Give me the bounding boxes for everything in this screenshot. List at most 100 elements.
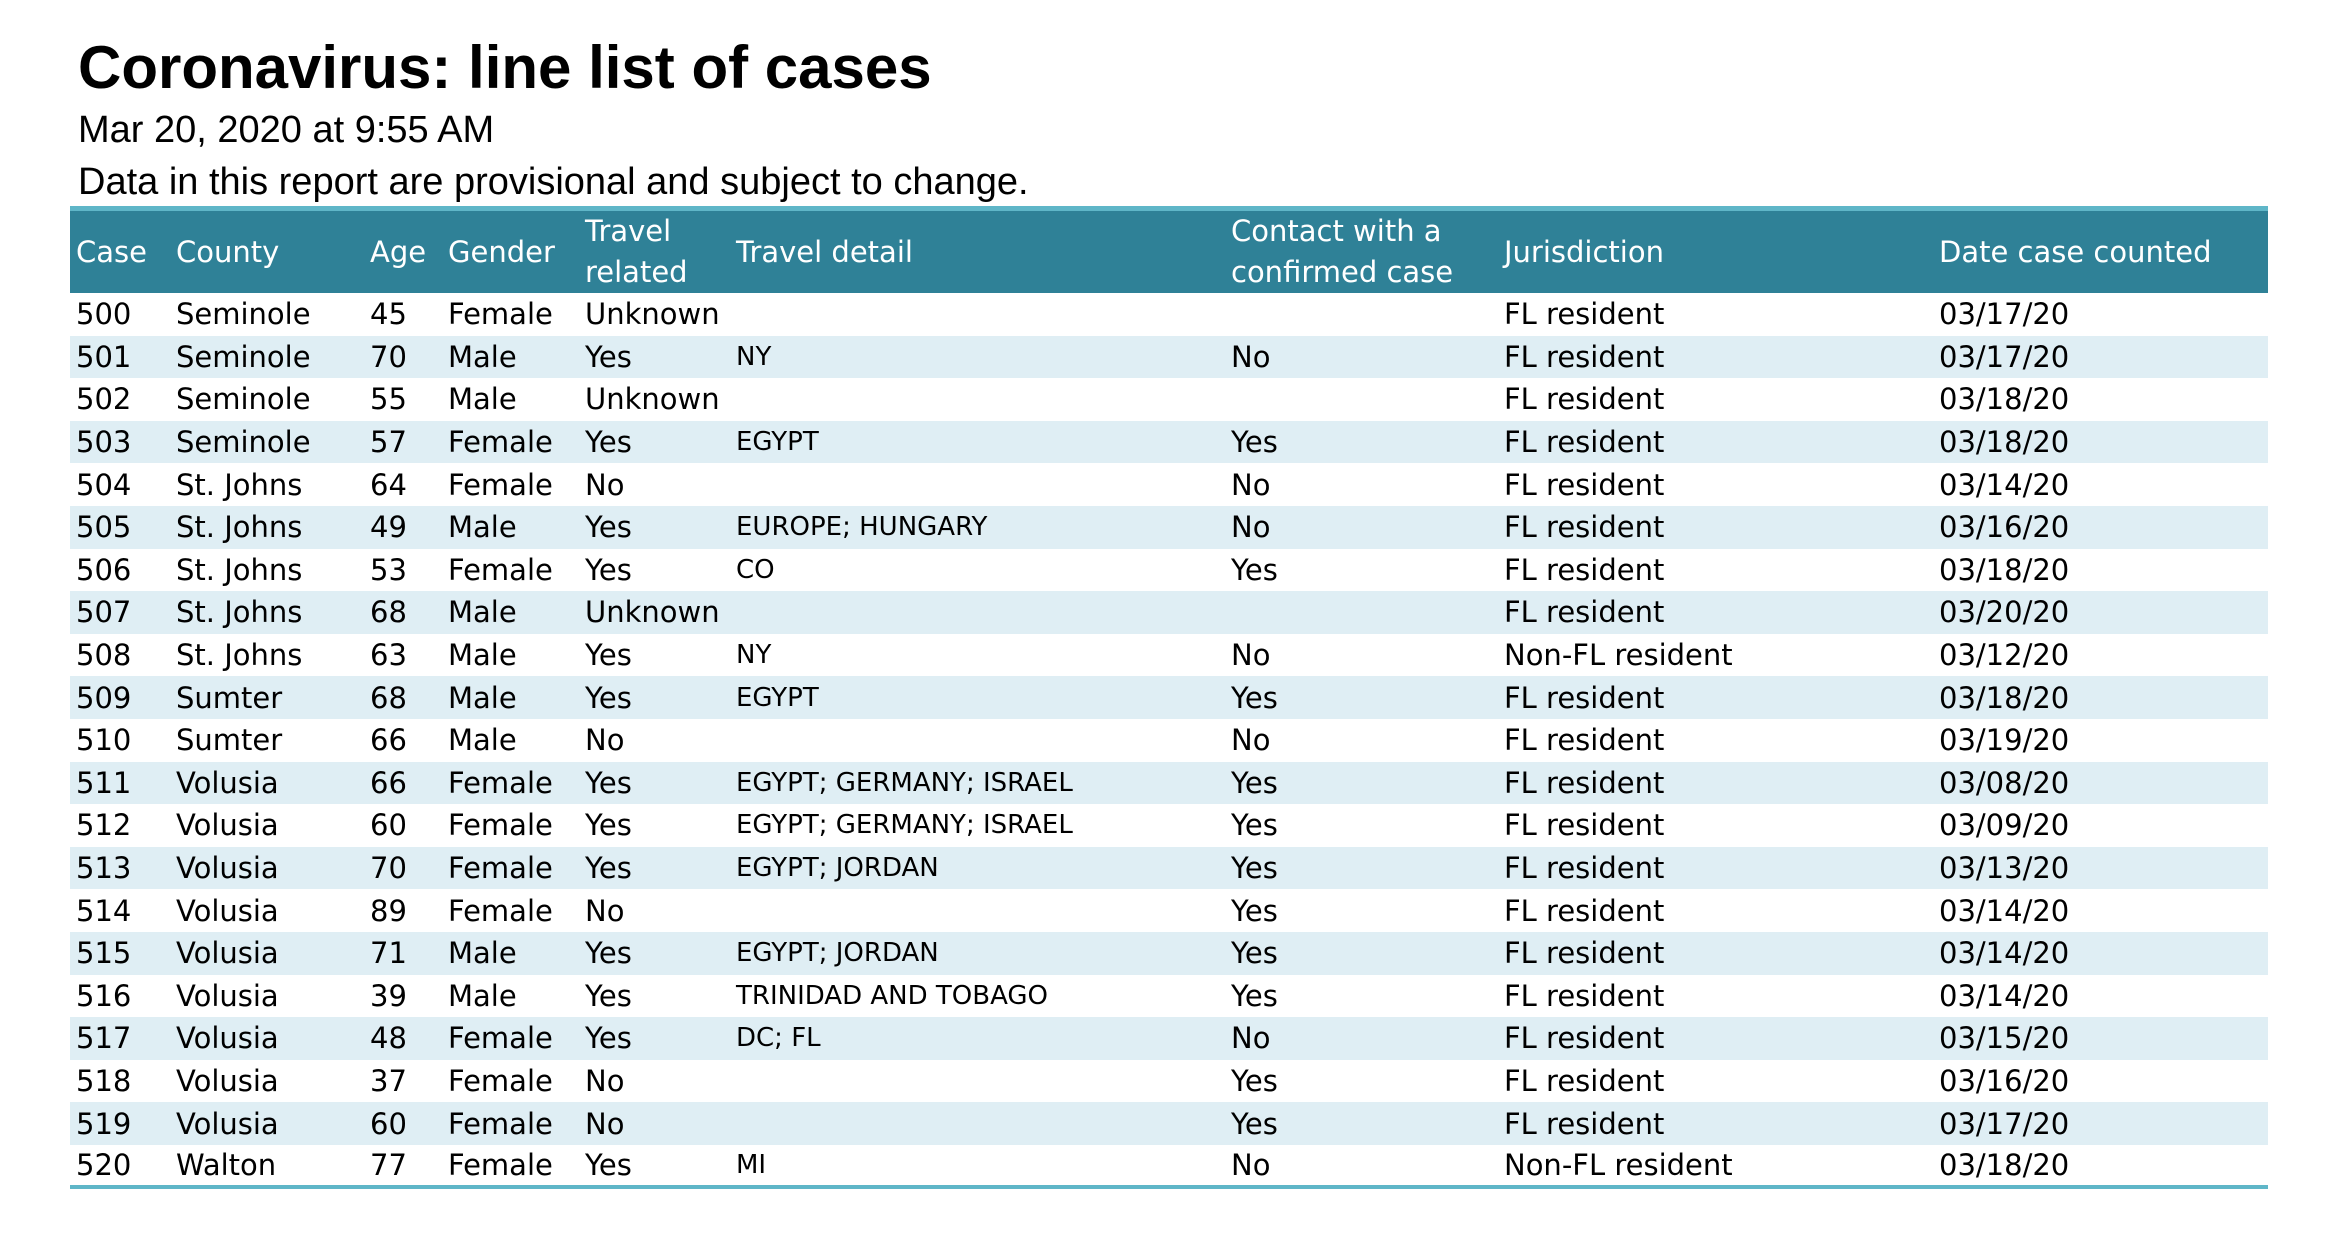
cell-jurisdiction: FL resident bbox=[1504, 680, 1665, 715]
cell-jurisdiction: FL resident bbox=[1504, 467, 1665, 502]
cell-case: 507 bbox=[76, 595, 132, 630]
cell-county: Seminole bbox=[176, 339, 311, 374]
cell-gender: Female bbox=[448, 851, 553, 886]
cell-travel-related: Unknown bbox=[585, 297, 720, 332]
cell-date-counted: 03/14/20 bbox=[1939, 893, 2070, 928]
cell-county: Volusia bbox=[176, 1021, 279, 1056]
cell-case: 506 bbox=[76, 552, 132, 587]
cell-county: St. Johns bbox=[176, 467, 303, 502]
cell-travel-detail: NY bbox=[736, 341, 772, 372]
header-travel-related-line2: related bbox=[585, 255, 688, 289]
cell-travel-related: Yes bbox=[585, 638, 632, 673]
cell-gender: Male bbox=[448, 978, 517, 1013]
cell-contact: No bbox=[1231, 723, 1271, 758]
header-date-counted: Date case counted bbox=[1939, 234, 2212, 269]
cell-travel-related: No bbox=[585, 723, 625, 758]
table-row: 519 Volusia 60 Female No Yes FL resident 03/17/… bbox=[70, 1102, 2268, 1145]
header-contact-line2: confirmed case bbox=[1231, 255, 1454, 289]
cell-contact: Yes bbox=[1231, 851, 1278, 886]
cell-travel-detail bbox=[730, 378, 1225, 421]
cell-gender: Female bbox=[448, 552, 553, 587]
cell-contact: No bbox=[1225, 1144, 1498, 1190]
cell-travel-related: Yes bbox=[585, 851, 632, 886]
cell-age: 53 bbox=[370, 552, 407, 587]
cell-travel-related: Yes bbox=[585, 765, 632, 800]
cell-date-counted: 03/20/20 bbox=[1939, 595, 2070, 630]
cell-jurisdiction: FL resident bbox=[1504, 425, 1665, 460]
cell-case: 511 bbox=[76, 765, 132, 800]
cell-county: St. Johns bbox=[176, 638, 303, 673]
cell-jurisdiction: FL resident bbox=[1504, 595, 1665, 630]
cell-case: 513 bbox=[76, 851, 132, 886]
cell-travel-detail bbox=[730, 463, 1225, 506]
cell-travel-related: No bbox=[585, 467, 625, 502]
cell-gender: Male bbox=[448, 680, 517, 715]
cell-age: 45 bbox=[370, 297, 407, 332]
cell-travel-related: Yes bbox=[585, 978, 632, 1013]
cell-travel-related: Yes bbox=[585, 510, 632, 545]
report-timestamp: Mar 20, 2020 at 9:55 AM bbox=[78, 109, 495, 151]
cell-jurisdiction: FL resident bbox=[1504, 978, 1665, 1013]
table-row: 504 St. Johns 64 Female No No FL resident 03/14… bbox=[70, 463, 2268, 506]
cell-case: 508 bbox=[76, 638, 132, 673]
cell-gender: Male bbox=[448, 510, 517, 545]
report-disclaimer: Data in this report are provisional and … bbox=[78, 161, 1029, 203]
cell-county: Volusia bbox=[176, 893, 279, 928]
cell-date-counted: 03/19/20 bbox=[1939, 723, 2070, 758]
cell-age: 71 bbox=[370, 936, 407, 971]
header-age: Age bbox=[370, 234, 427, 269]
cell-travel-detail bbox=[730, 591, 1225, 634]
cell-contact: No bbox=[1231, 467, 1271, 502]
header-travel-related-line1: Travel bbox=[585, 214, 672, 248]
cell-contact: Yes bbox=[1231, 936, 1278, 971]
cell-county: Volusia bbox=[176, 978, 279, 1013]
cell-age: 60 bbox=[370, 808, 407, 843]
table-row: 511 Volusia 66 Female Yes EGYPT; GERMANY; ISR… bbox=[70, 761, 2268, 805]
cell-contact: Yes bbox=[1231, 893, 1278, 928]
cell-jurisdiction: FL resident bbox=[1504, 1063, 1665, 1098]
table-row: 509 Sumter 68 Male Yes EGYPT Yes FL resident 03/… bbox=[70, 676, 2268, 719]
cell-contact: Yes bbox=[1231, 808, 1278, 843]
cell-date-counted: 03/14/20 bbox=[1939, 467, 2070, 502]
cell-case: 510 bbox=[76, 723, 132, 758]
cell-travel-detail bbox=[730, 1102, 1225, 1145]
cell-gender: Male bbox=[448, 638, 517, 673]
cell-age: 49 bbox=[370, 510, 407, 545]
cell-date-counted: 03/18/20 bbox=[1933, 1144, 2268, 1190]
cell-contact: Yes bbox=[1231, 680, 1278, 715]
cell-case: 502 bbox=[76, 382, 132, 417]
cell-county: Walton bbox=[170, 1144, 364, 1190]
cell-date-counted: 03/14/20 bbox=[1939, 936, 2070, 971]
case-table-container: Case County Age Gender Travel related Tr… bbox=[70, 206, 2268, 1190]
cell-county: Seminole bbox=[176, 382, 311, 417]
cell-contact: Yes bbox=[1231, 765, 1278, 800]
cell-date-counted: 03/09/20 bbox=[1939, 808, 2070, 843]
cell-gender: Female bbox=[448, 425, 553, 460]
cell-gender: Female bbox=[442, 1144, 579, 1190]
table-row: 505 St. Johns 49 Male Yes EUROPE; HUNGARY No FL… bbox=[70, 505, 2268, 549]
header-county: County bbox=[176, 234, 280, 269]
table-row: 512 Volusia 60 Female Yes EGYPT; GERMANY; ISR… bbox=[70, 804, 2268, 847]
table-body: 500 Seminole 45 Female Unknown FL resident 03/… bbox=[70, 293, 2268, 1190]
cell-case: 512 bbox=[76, 808, 132, 843]
cell-county: Sumter bbox=[176, 723, 283, 758]
cell-age: 66 bbox=[370, 765, 407, 800]
cell-county: Seminole bbox=[176, 425, 311, 460]
table-row: 503 Seminole 57 Female Yes EGYPT Yes FL residen… bbox=[70, 420, 2268, 464]
cell-jurisdiction: FL resident bbox=[1504, 893, 1665, 928]
cell-jurisdiction: Non-FL resident bbox=[1504, 638, 1733, 673]
cell-contact: No bbox=[1231, 339, 1271, 374]
cell-travel-detail: EGYPT; GERMANY; ISRAEL bbox=[736, 767, 1073, 798]
table-row: 508 St. Johns 63 Male Yes NY No Non-FL resident… bbox=[70, 633, 2268, 677]
cell-age: 55 bbox=[370, 382, 407, 417]
cell-jurisdiction: FL resident bbox=[1504, 723, 1665, 758]
cell-case: 515 bbox=[76, 936, 132, 971]
cell-county: Volusia bbox=[176, 765, 279, 800]
header-case: Case bbox=[76, 234, 147, 269]
header-travel-related: Travel related bbox=[579, 209, 730, 294]
cell-jurisdiction: FL resident bbox=[1504, 808, 1665, 843]
cell-gender: Female bbox=[448, 1106, 553, 1141]
cell-case: 518 bbox=[76, 1063, 132, 1098]
cell-date-counted: 03/18/20 bbox=[1939, 425, 2070, 460]
cell-date-counted: 03/16/20 bbox=[1939, 510, 2070, 545]
